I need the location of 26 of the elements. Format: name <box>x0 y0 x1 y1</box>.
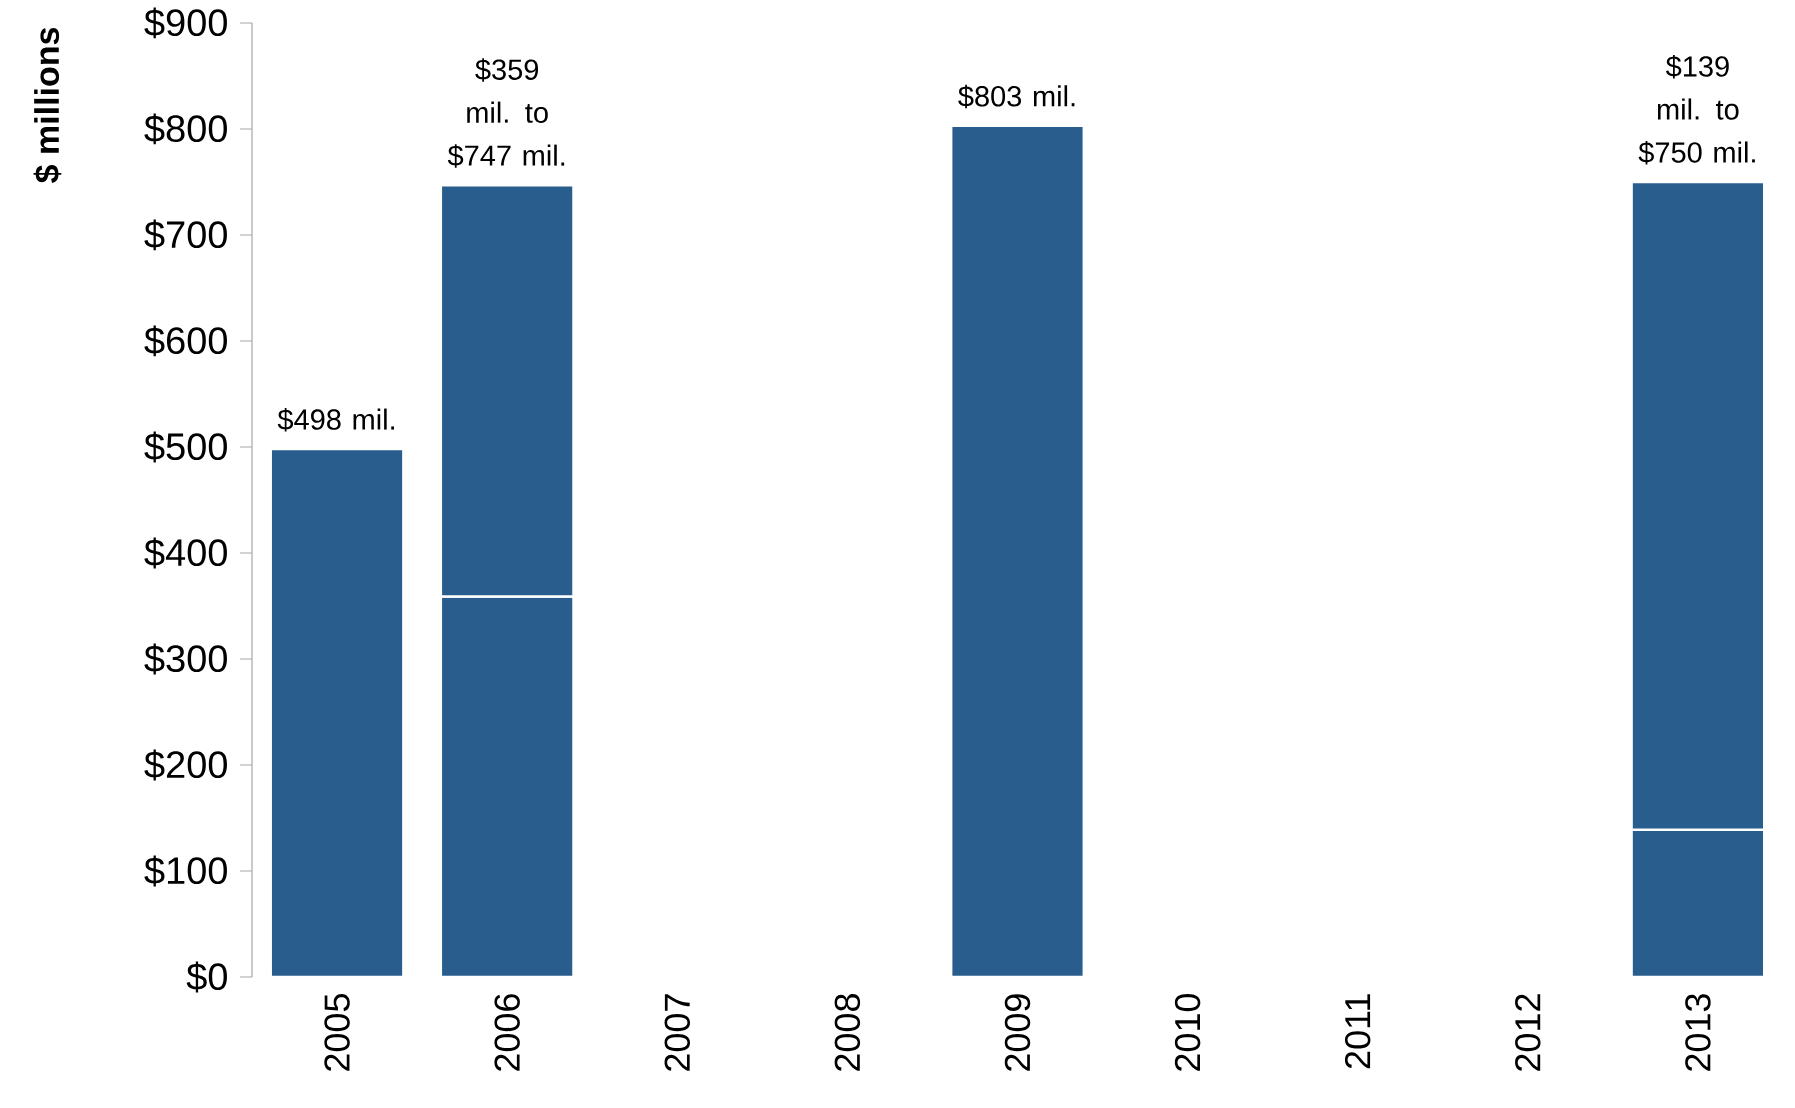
y-tick-label: $300 <box>144 643 227 675</box>
annotation: $139 mil. to $750 mil. <box>1638 54 1755 165</box>
x-tick-label: 2006 <box>494 994 520 1071</box>
y-tick-label: $800 <box>144 113 227 145</box>
x-tick-label: 2013 <box>1685 994 1711 1071</box>
x-tick-label: 2009 <box>1004 994 1031 1071</box>
y-tick-label: $0 <box>186 961 227 993</box>
y-tick-label: $700 <box>144 219 227 251</box>
y-axis-title: $ millions <box>33 27 62 183</box>
bar <box>949 124 1086 979</box>
annotation: $803 mil. <box>958 84 1075 109</box>
x-tick-label: 2008 <box>834 994 861 1071</box>
annotation: $359 mil. to $747 mil. <box>447 58 565 168</box>
x-tick-label: 2011 <box>1344 994 1371 1069</box>
y-tick-label: $900 <box>144 7 227 39</box>
y-tick-label: $200 <box>144 749 227 781</box>
y-tick-label: $400 <box>144 537 227 569</box>
y-tick-label: $500 <box>144 431 227 463</box>
x-tick-label: 2010 <box>1174 993 1201 1071</box>
y-tick-label: $600 <box>144 325 227 357</box>
y-tick-label: $100 <box>144 855 227 887</box>
x-tick-label: 2012 <box>1515 994 1541 1071</box>
x-tick-label: 2005 <box>324 994 350 1071</box>
x-tick-label: 2007 <box>664 994 691 1071</box>
annotation: $498 mil. <box>277 408 395 432</box>
bar <box>269 447 405 979</box>
